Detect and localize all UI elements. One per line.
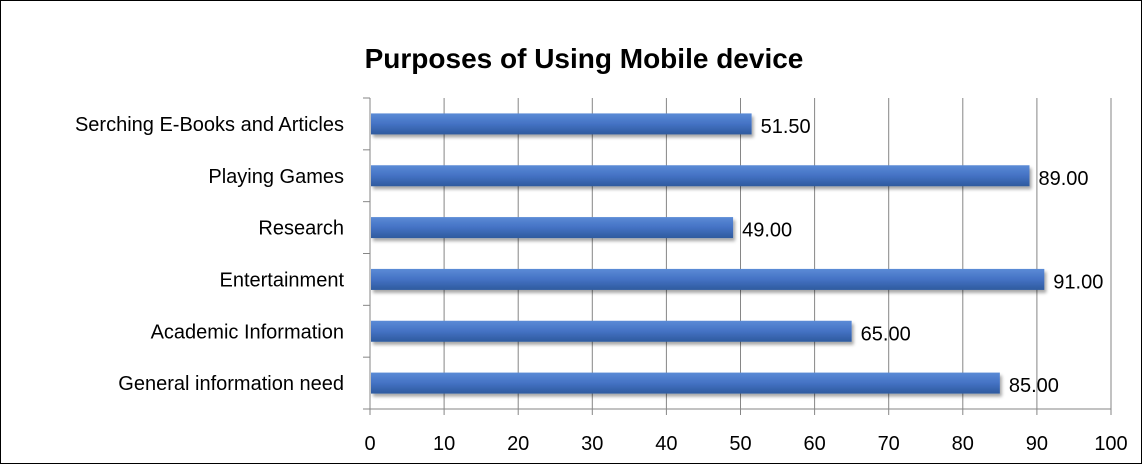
x-tick-label: 40 xyxy=(655,433,677,455)
x-tick-label: 10 xyxy=(433,433,455,455)
x-tick-label: 0 xyxy=(364,433,375,455)
category-label: Serching E-Books and Articles xyxy=(75,114,344,136)
bar xyxy=(371,372,1000,394)
x-tick-label: 50 xyxy=(729,433,751,455)
category-label: General information need xyxy=(118,373,344,395)
category-label: Research xyxy=(258,218,344,240)
x-tick-label: 90 xyxy=(1026,433,1048,455)
axes xyxy=(363,97,1112,415)
data-label: 89.00 xyxy=(1038,168,1088,190)
grid-lines xyxy=(443,98,1112,409)
category-label: Playing Games xyxy=(208,166,344,188)
chart-title: Purposes of Using Mobile device xyxy=(365,43,804,74)
bar xyxy=(371,217,734,239)
data-label: 85.00 xyxy=(1009,375,1059,397)
x-tick-label: 100 xyxy=(1094,433,1127,455)
labels: 0 10 20 30 40 50 60 70 80 90 100 Serching E-Books a… xyxy=(75,114,1128,455)
data-label: 49.00 xyxy=(742,220,792,242)
x-tick-label: 70 xyxy=(878,433,900,455)
x-tick-label: 30 xyxy=(581,433,603,455)
x-tick-label: 80 xyxy=(952,433,974,455)
data-label: 65.00 xyxy=(861,323,911,345)
data-label: 51.50 xyxy=(761,116,811,138)
bar xyxy=(371,320,852,342)
bars xyxy=(371,113,1045,394)
x-tick-label: 60 xyxy=(803,433,825,455)
category-label: Academic Information xyxy=(151,321,344,343)
x-tick-label: 20 xyxy=(507,433,529,455)
category-label: Entertainment xyxy=(219,269,344,291)
bar xyxy=(371,165,1030,187)
data-label: 91.00 xyxy=(1053,271,1103,293)
bar xyxy=(371,268,1045,290)
bar xyxy=(371,113,752,135)
